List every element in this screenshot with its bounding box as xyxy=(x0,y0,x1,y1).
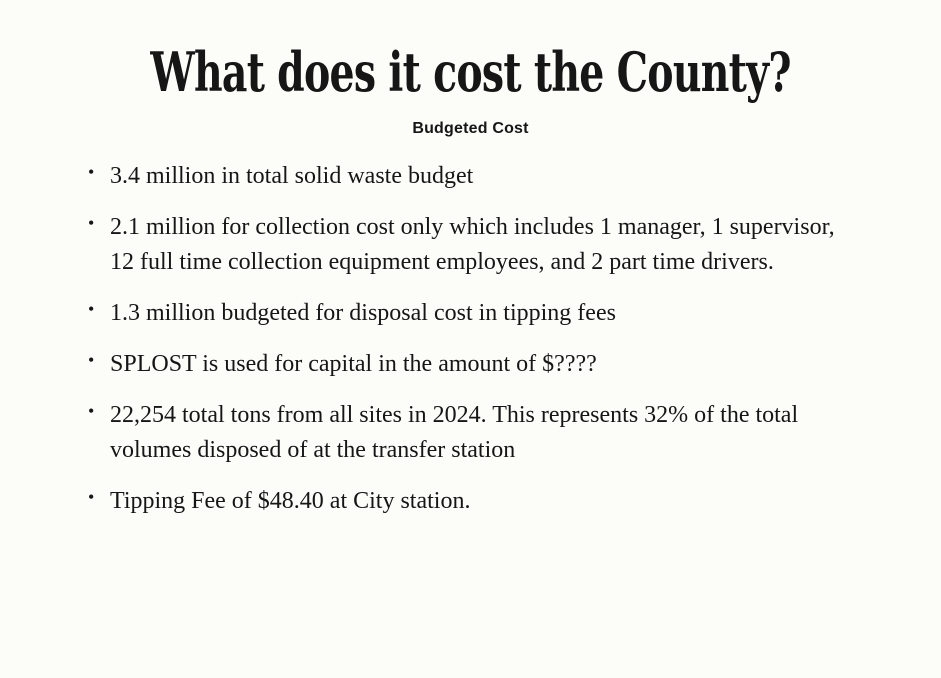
bullet-item: • 3.4 million in total solid waste budge… xyxy=(88,159,861,194)
slide-title-text: What does it cost the County? xyxy=(150,40,791,104)
bullet-text: Tipping Fee of $48.40 at City station. xyxy=(110,488,471,514)
slide-subtitle: Budgeted Cost xyxy=(412,120,529,137)
bullet-text: 2.1 million for collection cost only whi… xyxy=(110,214,835,275)
bullet-dot-icon: • xyxy=(88,299,95,319)
bullet-item: • 2.1 million for collection cost only w… xyxy=(88,210,861,280)
slide-title: What does it cost the County? xyxy=(0,0,941,108)
bullet-text: 3.4 million in total solid waste budget xyxy=(110,163,474,189)
bullet-list: • 3.4 million in total solid waste budge… xyxy=(0,159,941,519)
bullet-item: • SPLOST is used for capital in the amou… xyxy=(88,347,861,382)
bullet-item: • Tipping Fee of $48.40 at City station. xyxy=(88,484,861,519)
bullet-dot-icon: • xyxy=(88,213,95,233)
bullet-item: • 22,254 total tons from all sites in 20… xyxy=(88,398,861,468)
bullet-text: SPLOST is used for capital in the amount… xyxy=(110,351,597,377)
bullet-dot-icon: • xyxy=(88,487,95,507)
bullet-item: • 1.3 million budgeted for disposal cost… xyxy=(88,296,861,331)
bullet-dot-icon: • xyxy=(88,401,95,421)
bullet-text: 1.3 million budgeted for disposal cost i… xyxy=(110,300,616,326)
bullet-text: 22,254 total tons from all sites in 2024… xyxy=(110,402,799,463)
bullet-dot-icon: • xyxy=(88,350,95,370)
bullet-dot-icon: • xyxy=(88,162,95,182)
